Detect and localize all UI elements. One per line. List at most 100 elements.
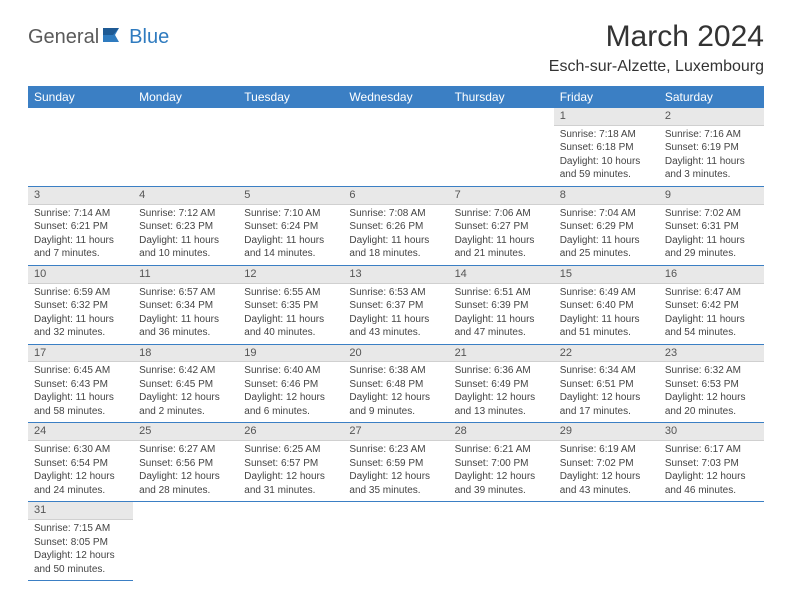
sunset-text: Sunset: 6:49 PM	[455, 378, 548, 392]
calendar-day-cell	[238, 502, 343, 581]
calendar-day-cell	[238, 108, 343, 186]
calendar-day-cell: 11Sunrise: 6:57 AMSunset: 6:34 PMDayligh…	[133, 265, 238, 344]
day-number: 24	[28, 423, 133, 441]
weekday-header: Sunday	[28, 86, 133, 108]
weekday-header: Wednesday	[343, 86, 448, 108]
day-body: Sunrise: 7:12 AMSunset: 6:23 PMDaylight:…	[133, 205, 238, 265]
calendar-day-cell: 12Sunrise: 6:55 AMSunset: 6:35 PMDayligh…	[238, 265, 343, 344]
calendar-day-cell: 14Sunrise: 6:51 AMSunset: 6:39 PMDayligh…	[449, 265, 554, 344]
day-number: 21	[449, 345, 554, 363]
day-body: Sunrise: 6:17 AMSunset: 7:03 PMDaylight:…	[659, 441, 764, 501]
day-number: 6	[343, 187, 448, 205]
sunrise-text: Sunrise: 6:34 AM	[560, 364, 653, 378]
day-number: 19	[238, 345, 343, 363]
calendar-week-row: 1Sunrise: 7:18 AMSunset: 6:18 PMDaylight…	[28, 108, 764, 186]
location-subtitle: Esch-sur-Alzette, Luxembourg	[549, 58, 764, 76]
sunrise-text: Sunrise: 6:59 AM	[34, 286, 127, 300]
sunset-text: Sunset: 6:51 PM	[560, 378, 653, 392]
daylight-text: Daylight: 11 hours and 51 minutes.	[560, 313, 653, 340]
day-number: 4	[133, 187, 238, 205]
header: General Blue March 2024 Esch-sur-Alzette…	[28, 20, 764, 76]
day-number: 31	[28, 502, 133, 520]
sunset-text: Sunset: 6:59 PM	[349, 457, 442, 471]
sunset-text: Sunset: 6:26 PM	[349, 220, 442, 234]
calendar-day-cell: 5Sunrise: 7:10 AMSunset: 6:24 PMDaylight…	[238, 186, 343, 265]
day-number: 15	[554, 266, 659, 284]
calendar-day-cell: 31Sunrise: 7:15 AMSunset: 8:05 PMDayligh…	[28, 502, 133, 581]
calendar-day-cell: 24Sunrise: 6:30 AMSunset: 6:54 PMDayligh…	[28, 423, 133, 502]
calendar-day-cell	[133, 502, 238, 581]
sunset-text: Sunset: 6:45 PM	[139, 378, 232, 392]
calendar-day-cell: 4Sunrise: 7:12 AMSunset: 6:23 PMDaylight…	[133, 186, 238, 265]
calendar-day-cell: 7Sunrise: 7:06 AMSunset: 6:27 PMDaylight…	[449, 186, 554, 265]
calendar-day-cell: 10Sunrise: 6:59 AMSunset: 6:32 PMDayligh…	[28, 265, 133, 344]
day-body: Sunrise: 7:15 AMSunset: 8:05 PMDaylight:…	[28, 520, 133, 580]
sunrise-text: Sunrise: 7:16 AM	[665, 128, 758, 142]
daylight-text: Daylight: 12 hours and 50 minutes.	[34, 549, 127, 576]
calendar-day-cell: 20Sunrise: 6:38 AMSunset: 6:48 PMDayligh…	[343, 344, 448, 423]
sunset-text: Sunset: 6:23 PM	[139, 220, 232, 234]
sunset-text: Sunset: 6:34 PM	[139, 299, 232, 313]
daylight-text: Daylight: 11 hours and 36 minutes.	[139, 313, 232, 340]
sunrise-text: Sunrise: 6:47 AM	[665, 286, 758, 300]
page-container: General Blue March 2024 Esch-sur-Alzette…	[0, 0, 792, 601]
sunrise-text: Sunrise: 6:32 AM	[665, 364, 758, 378]
sunset-text: Sunset: 6:29 PM	[560, 220, 653, 234]
sunset-text: Sunset: 6:31 PM	[665, 220, 758, 234]
calendar-week-row: 24 Sunrise: 6:30 AMSunset: 6:54 PM Dayligh…	[28, 423, 764, 502]
sunrise-text: Sunrise: 6:25 AM	[244, 443, 337, 457]
calendar-day-cell: 15Sunrise: 6:49 AMSunset: 6:40 PMDayligh…	[554, 265, 659, 344]
day-number: 25	[133, 423, 238, 441]
calendar-day-cell: 30Sunrise: 6:17 AMSunset: 7:03 PMDayligh…	[659, 423, 764, 502]
daylight-text: Daylight: 12 hours and 2 minutes.	[139, 391, 232, 418]
day-number: 20	[343, 345, 448, 363]
daylight-text: Daylight: 12 hours and 20 minutes.	[665, 391, 758, 418]
calendar-day-cell: 6Sunrise: 7:08 AMSunset: 6:26 PMDaylight…	[343, 186, 448, 265]
sunrise-text: Sunrise: 6:27 AM	[139, 443, 232, 457]
sunrise-text: Sunrise: 7:10 AM	[244, 207, 337, 221]
sunrise-text: Sunrise: 7:06 AM	[455, 207, 548, 221]
sunset-text: Sunset: 6:54 PM	[34, 457, 127, 471]
calendar-day-cell	[659, 502, 764, 581]
calendar-day-cell	[449, 108, 554, 186]
day-number: 8	[554, 187, 659, 205]
sunset-text: Sunset: 6:24 PM	[244, 220, 337, 234]
calendar-body: 1Sunrise: 7:18 AMSunset: 6:18 PMDaylight…	[28, 108, 764, 581]
month-title: March 2024	[549, 20, 764, 54]
day-body: Sunrise: 6:27 AMSunset: 6:56 PMDaylight:…	[133, 441, 238, 501]
day-body: Sunrise: 6:25 AMSunset: 6:57 PMDaylight:…	[238, 441, 343, 501]
day-body: Sunrise: 6:40 AMSunset: 6:46 PMDaylight:…	[238, 362, 343, 422]
sunset-text: Sunset: 6:53 PM	[665, 378, 758, 392]
weekday-header: Tuesday	[238, 86, 343, 108]
calendar-day-cell	[133, 108, 238, 186]
daylight-text: Daylight: 11 hours and 32 minutes.	[34, 313, 127, 340]
daylight-text: Daylight: 11 hours and 18 minutes.	[349, 234, 442, 261]
sunrise-text: Sunrise: 6:57 AM	[139, 286, 232, 300]
sunrise-text: Sunrise: 6:51 AM	[455, 286, 548, 300]
daylight-text: Daylight: 12 hours and 6 minutes.	[244, 391, 337, 418]
sunrise-text: Sunrise: 6:30 AM	[34, 443, 127, 457]
day-body: Sunrise: 6:57 AMSunset: 6:34 PMDaylight:…	[133, 284, 238, 344]
sunrise-text: Sunrise: 6:23 AM	[349, 443, 442, 457]
day-body: Sunrise: 6:36 AMSunset: 6:49 PMDaylight:…	[449, 362, 554, 422]
logo-flag-icon	[103, 26, 127, 49]
day-body: Sunrise: 6:42 AMSunset: 6:45 PMDaylight:…	[133, 362, 238, 422]
day-number: 11	[133, 266, 238, 284]
calendar-day-cell: 25Sunrise: 6:27 AMSunset: 6:56 PMDayligh…	[133, 423, 238, 502]
day-number: 29	[554, 423, 659, 441]
day-number: 14	[449, 266, 554, 284]
day-body: Sunrise: 7:16 AMSunset: 6:19 PMDaylight:…	[659, 126, 764, 186]
day-body: Sunrise: 6:38 AMSunset: 6:48 PMDaylight:…	[343, 362, 448, 422]
day-body: Sunrise: 7:18 AMSunset: 6:18 PMDaylight:…	[554, 126, 659, 186]
sunrise-text: Sunrise: 6:55 AM	[244, 286, 337, 300]
sunset-text: Sunset: 6:48 PM	[349, 378, 442, 392]
calendar-day-cell: 3Sunrise: 7:14 AMSunset: 6:21 PMDaylight…	[28, 186, 133, 265]
daylight-text: Daylight: 10 hours and 59 minutes.	[560, 155, 653, 182]
daylight-text: Daylight: 12 hours and 35 minutes.	[349, 470, 442, 497]
sunset-text: Sunset: 6:37 PM	[349, 299, 442, 313]
daylight-text: Daylight: 11 hours and 10 minutes.	[139, 234, 232, 261]
calendar-day-cell	[554, 502, 659, 581]
daylight-text: Daylight: 11 hours and 14 minutes.	[244, 234, 337, 261]
calendar-day-cell: 26Sunrise: 6:25 AMSunset: 6:57 PMDayligh…	[238, 423, 343, 502]
day-number: 9	[659, 187, 764, 205]
